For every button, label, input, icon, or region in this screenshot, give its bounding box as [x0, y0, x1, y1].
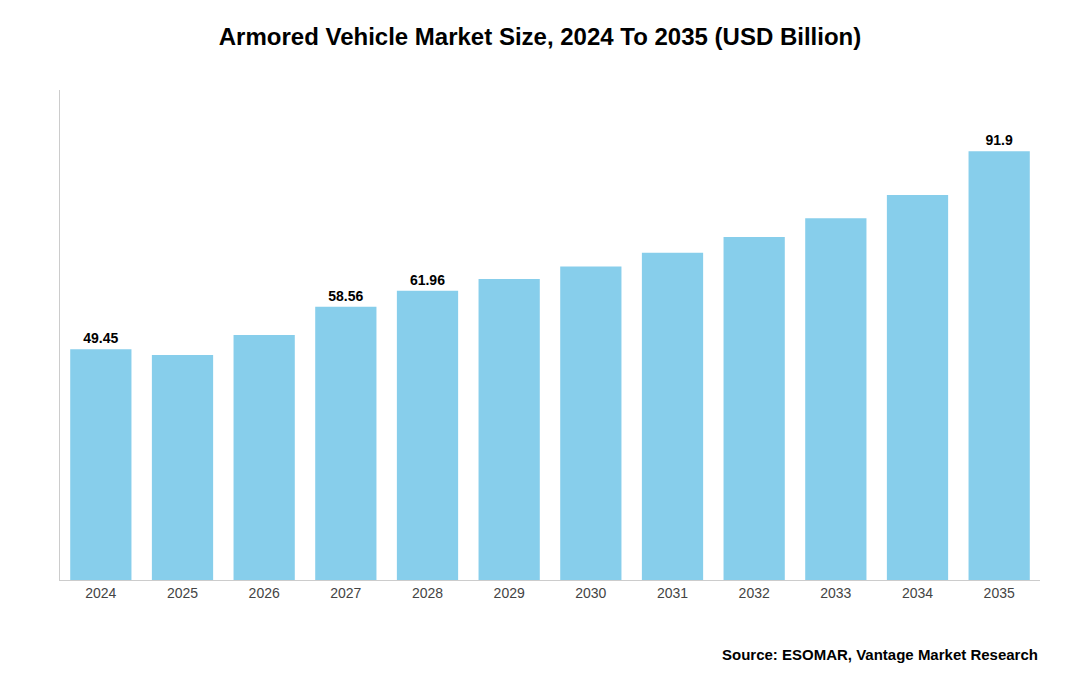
- svg-text:2031: 2031: [657, 585, 688, 601]
- svg-text:2033: 2033: [820, 585, 851, 601]
- svg-text:Source: ESOMAR, Vantage Market: Source: ESOMAR, Vantage Market Research: [722, 646, 1038, 663]
- svg-text:2032: 2032: [739, 585, 770, 601]
- svg-text:2026: 2026: [249, 585, 280, 601]
- svg-text:2024: 2024: [85, 585, 116, 601]
- svg-text:58.56: 58.56: [328, 288, 363, 304]
- svg-text:Armored Vehicle Market Size, 2: Armored Vehicle Market Size, 2024 To 203…: [219, 23, 861, 50]
- svg-text:2027: 2027: [330, 585, 361, 601]
- svg-text:2029: 2029: [494, 585, 525, 601]
- svg-text:2025: 2025: [167, 585, 198, 601]
- svg-text:2035: 2035: [984, 585, 1015, 601]
- svg-text:2030: 2030: [575, 585, 606, 601]
- svg-text:91.9: 91.9: [985, 132, 1012, 148]
- svg-text:2028: 2028: [412, 585, 443, 601]
- svg-text:61.96: 61.96: [410, 272, 445, 288]
- svg-text:49.45: 49.45: [83, 330, 118, 346]
- svg-text:2034: 2034: [902, 585, 933, 601]
